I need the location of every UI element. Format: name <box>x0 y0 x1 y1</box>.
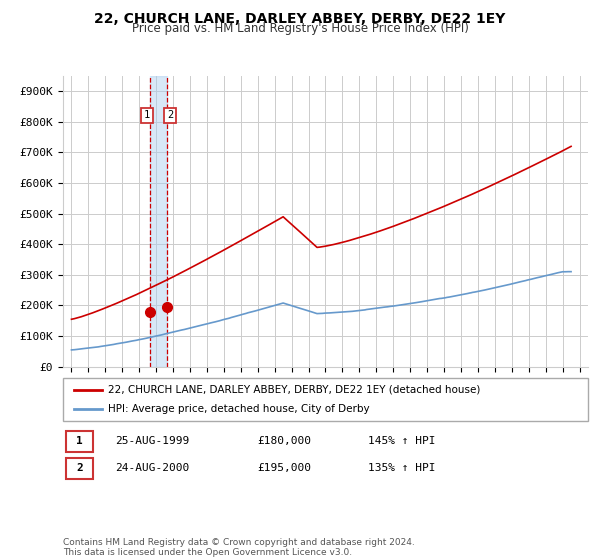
Text: 145% ↑ HPI: 145% ↑ HPI <box>367 436 435 446</box>
FancyBboxPatch shape <box>65 431 93 451</box>
Text: 22, CHURCH LANE, DARLEY ABBEY, DERBY, DE22 1EY: 22, CHURCH LANE, DARLEY ABBEY, DERBY, DE… <box>94 12 506 26</box>
FancyBboxPatch shape <box>65 458 93 478</box>
Text: Price paid vs. HM Land Registry's House Price Index (HPI): Price paid vs. HM Land Registry's House … <box>131 22 469 35</box>
Text: 2: 2 <box>167 110 173 120</box>
FancyBboxPatch shape <box>63 378 588 421</box>
Text: 1: 1 <box>144 110 150 120</box>
Text: £180,000: £180,000 <box>257 436 311 446</box>
Bar <box>150 76 167 367</box>
Text: 1: 1 <box>76 436 83 446</box>
Text: HPI: Average price, detached house, City of Derby: HPI: Average price, detached house, City… <box>107 404 369 414</box>
Text: 135% ↑ HPI: 135% ↑ HPI <box>367 463 435 473</box>
Text: £195,000: £195,000 <box>257 463 311 473</box>
Text: 2: 2 <box>76 463 83 473</box>
Text: 25-AUG-1999: 25-AUG-1999 <box>115 436 190 446</box>
Text: 24-AUG-2000: 24-AUG-2000 <box>115 463 190 473</box>
Text: Contains HM Land Registry data © Crown copyright and database right 2024.
This d: Contains HM Land Registry data © Crown c… <box>63 538 415 557</box>
Text: 22, CHURCH LANE, DARLEY ABBEY, DERBY, DE22 1EY (detached house): 22, CHURCH LANE, DARLEY ABBEY, DERBY, DE… <box>107 385 480 395</box>
